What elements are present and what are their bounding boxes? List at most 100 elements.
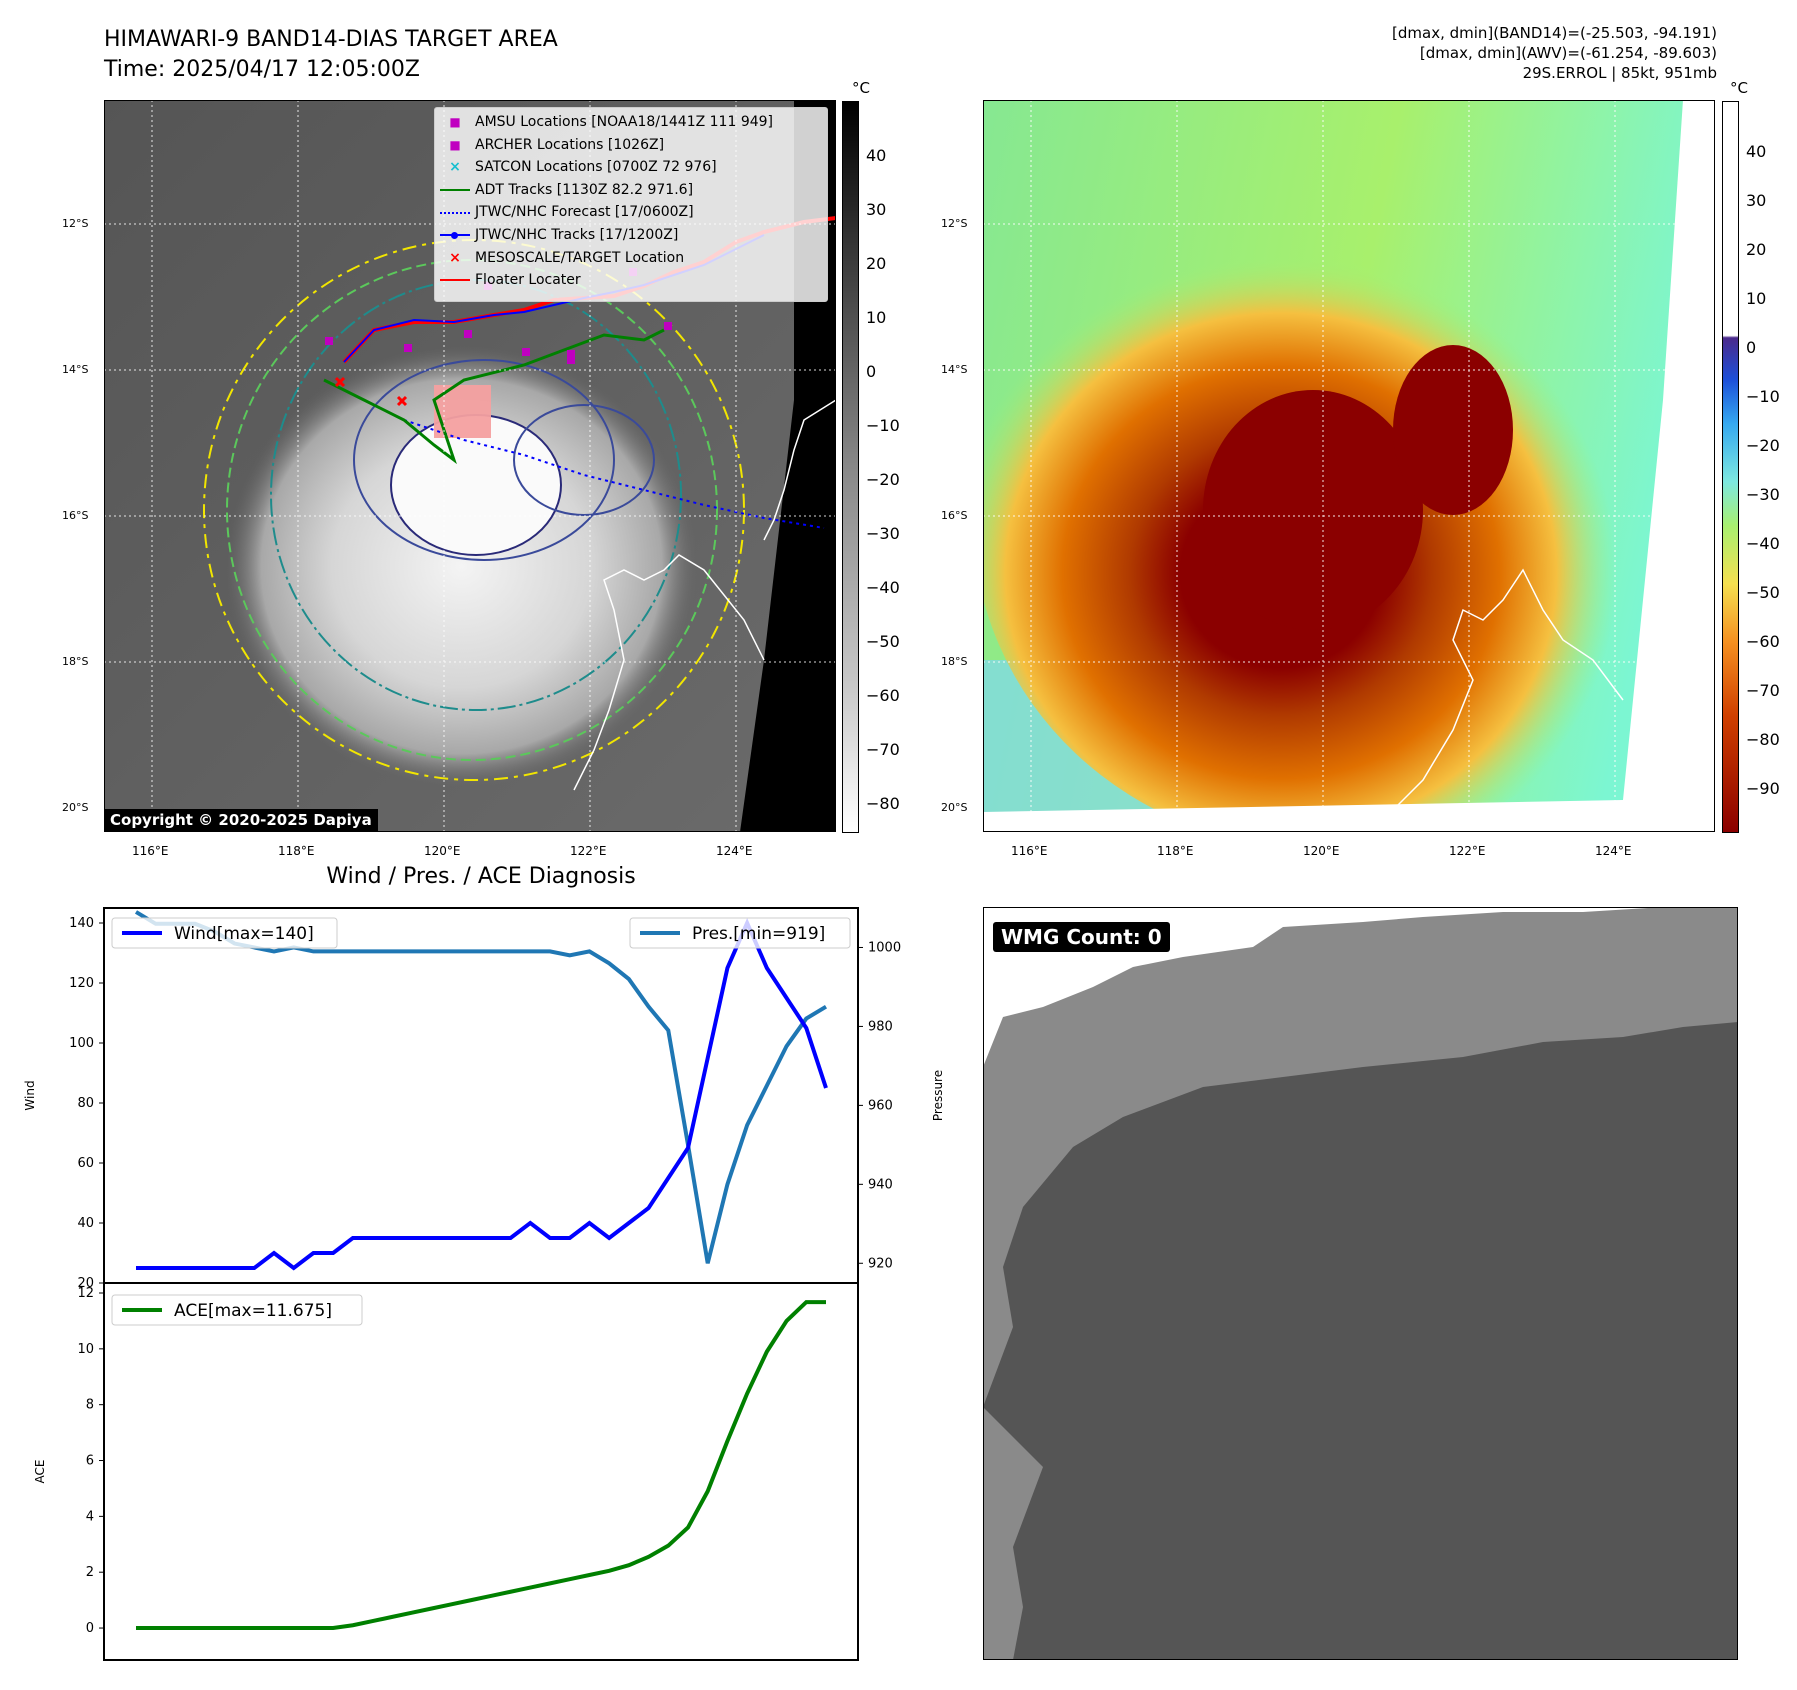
adt-track — [323, 328, 665, 465]
legend-item-forecast: JTWC/NHC Forecast [17/0600Z] — [435, 201, 827, 224]
legend-box — [111, 1294, 363, 1326]
cb-tick: −60 — [866, 686, 900, 705]
legend-label: AMSU Locations [NOAA18/1441Z 111 949] — [475, 114, 774, 130]
lat-label: 14°S — [62, 363, 89, 376]
lat-label: 16°S — [941, 509, 968, 522]
wind-tick-label: 40 — [77, 1216, 94, 1231]
cb-tick: 0 — [1746, 338, 1757, 357]
legend-label: MESOSCALE/TARGET Location — [475, 249, 685, 266]
lon-label: 122°E — [1449, 844, 1486, 858]
cb-tick: −30 — [866, 524, 900, 543]
lon-label: 118°E — [278, 844, 315, 858]
pressure-tick-label: 920 — [868, 1256, 893, 1271]
coastline — [573, 554, 765, 791]
pressure-axis-label: Pressure — [931, 1070, 945, 1121]
pressure-legend-label: Pres.[min=919] — [692, 924, 825, 944]
legend-item-jtwc: JTWC/NHC Tracks [17/1200Z] — [435, 224, 827, 247]
wind-tick-label: 100 — [69, 1036, 94, 1051]
ace-panel-frame — [103, 1282, 859, 1661]
x-marker-icon: × — [449, 249, 461, 266]
copyright-label: Copyright © 2020-2025 Dapiya — [104, 809, 378, 831]
lon-label: 120°E — [1303, 844, 1340, 858]
lon-label: 118°E — [1157, 844, 1194, 858]
wind-line — [136, 918, 828, 1271]
coastline-north — [763, 399, 836, 541]
wind-tick-label: 20 — [77, 1276, 94, 1291]
cb-tick: 10 — [1746, 289, 1767, 308]
figure-time: Time: 2025/04/17 12:05:00Z — [104, 57, 420, 82]
x-marker-icon: × — [449, 159, 461, 176]
cb-tick: 30 — [866, 200, 887, 219]
cb-tick: −80 — [1746, 730, 1780, 749]
map-legend: ■ AMSU Locations [NOAA18/1441Z 111 949] … — [434, 107, 828, 302]
legend-item-floater: Floater Locater — [435, 269, 827, 292]
pressure-tick-label: 980 — [868, 1019, 893, 1034]
ace-tick-label: 4 — [86, 1509, 94, 1524]
cb-tick: −90 — [1746, 779, 1780, 798]
legend-box — [111, 917, 338, 949]
cb-tick: 10 — [866, 308, 887, 327]
right-colorbar — [1722, 101, 1739, 833]
wind-tick-label: 80 — [77, 1096, 94, 1111]
lon-label: 122°E — [570, 844, 607, 858]
cb-tick: −60 — [1746, 632, 1780, 651]
cb-tick: −10 — [1746, 387, 1780, 406]
cb-tick: −50 — [1746, 583, 1780, 602]
dotted-line-icon — [435, 211, 475, 214]
line-dot-icon — [435, 231, 475, 239]
wmg-count-label: WMG Count: 0 — [993, 922, 1170, 952]
cb-tick: 40 — [866, 146, 887, 165]
legend-label: JTWC/NHC Tracks [17/1200Z] — [475, 226, 679, 243]
cb-tick: −70 — [1746, 681, 1780, 700]
ace-tick-label: 12 — [77, 1286, 94, 1301]
awv-core — [1203, 390, 1423, 630]
ace-legend-label: ACE[max=11.675] — [174, 1301, 332, 1321]
grid — [983, 100, 1715, 832]
storm-info: 29S.ERROL | 85kt, 951mb — [1522, 64, 1717, 82]
lon-label: 124°E — [1595, 844, 1632, 858]
legend-label: ADT Tracks [1130Z 82.2 971.6] — [475, 181, 694, 198]
lat-label: 14°S — [941, 363, 968, 376]
ace-legend: ACE[max=11.675] — [111, 1294, 363, 1326]
right-map-svg — [983, 100, 1715, 832]
pressure-tick-label: 940 — [868, 1177, 893, 1192]
ace-tick-label: 2 — [86, 1565, 94, 1580]
cb-tick: −30 — [1746, 485, 1780, 504]
ace-line — [136, 1300, 826, 1631]
contour-green — [226, 259, 718, 761]
right-map-panel — [983, 100, 1715, 832]
legend-item-satcon: × SATCON Locations [0700Z 72 976] — [435, 156, 827, 179]
contour-blue — [353, 359, 615, 561]
figure-title: HIMAWARI-9 BAND14-DIAS TARGET AREA — [104, 27, 558, 52]
ace-tick-label: 0 — [86, 1621, 94, 1636]
ace-tick-label: 6 — [86, 1454, 94, 1469]
cb-tick: −10 — [866, 416, 900, 435]
lat-label: 18°S — [62, 655, 89, 668]
cb-tick: 20 — [866, 254, 887, 273]
jtwc-forecast — [403, 419, 825, 529]
left-colorbar — [842, 101, 859, 833]
cb-tick: −20 — [1746, 436, 1780, 455]
cb-tick: 0 — [866, 362, 877, 381]
contour-outer-ring — [513, 404, 655, 516]
legend-item-adt: ADT Tracks [1130Z 82.2 971.6] — [435, 179, 827, 202]
no-data-region — [983, 100, 1715, 832]
wmg-panel — [983, 907, 1738, 1660]
left-colorbar-unit: °C — [852, 79, 870, 97]
pressure-legend: Pres.[min=919] — [629, 917, 851, 949]
ace-axis-label: ACE — [33, 1460, 47, 1484]
legend-label: ARCHER Locations [1026Z] — [475, 136, 665, 153]
lon-label: 116°E — [1011, 844, 1048, 858]
lat-label: 20°S — [941, 801, 968, 814]
cb-tick: −40 — [866, 578, 900, 597]
right-colorbar-unit: °C — [1730, 79, 1748, 97]
wmg-svg — [983, 907, 1738, 1660]
lon-label: 120°E — [424, 844, 461, 858]
cb-tick: −50 — [866, 632, 900, 651]
wmg-dark-region — [983, 1022, 1738, 1660]
stats-awv: [dmax, dmin](AWV)=(-61.254, -89.603) — [1419, 44, 1717, 62]
wind-tick-label: 140 — [69, 916, 94, 931]
wind-axis-label: Wind — [23, 1080, 37, 1110]
line-marker-icon — [435, 189, 475, 192]
wind-tick-label: 60 — [77, 1156, 94, 1171]
